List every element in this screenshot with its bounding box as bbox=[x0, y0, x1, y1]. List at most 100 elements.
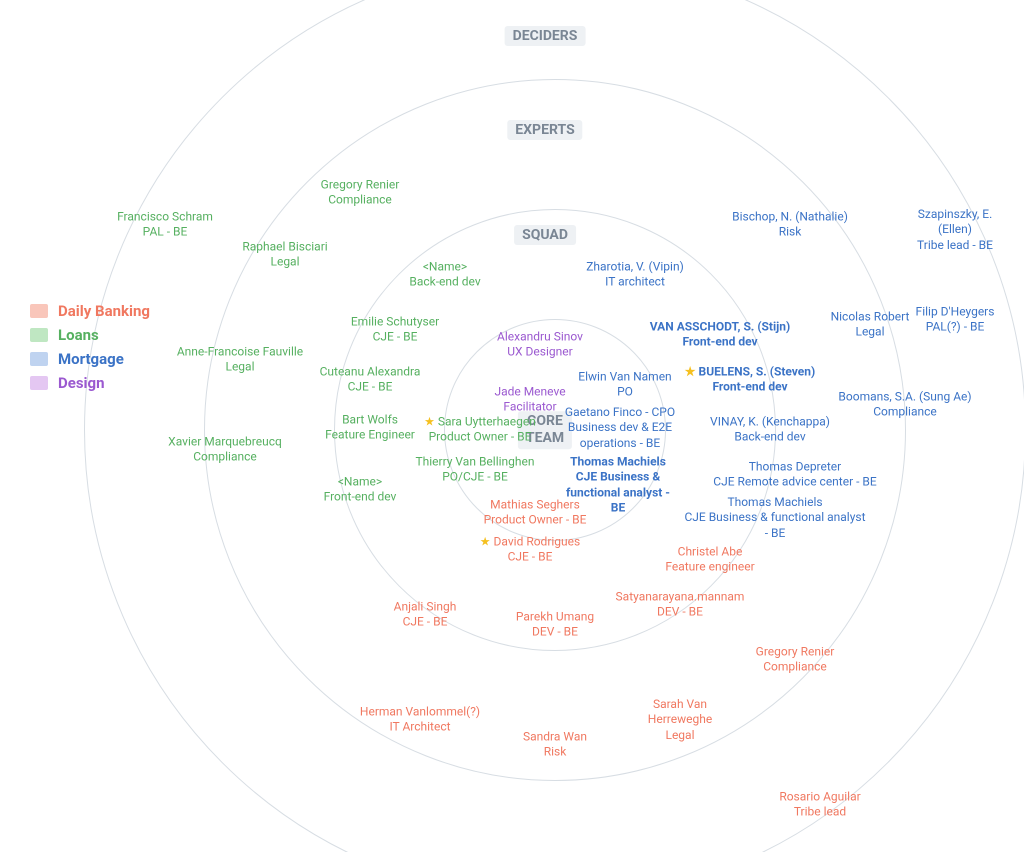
person-role: PAL - BE bbox=[117, 225, 213, 240]
person-role: CJE Business & functional analyst- BE bbox=[684, 510, 865, 541]
person-name: ★Sara Uytterhaegen bbox=[424, 415, 536, 430]
person-role: Legal bbox=[831, 325, 910, 340]
person-name: ★BUELENS, S. (Steven) bbox=[685, 365, 815, 380]
person-node: Gregory RenierCompliance bbox=[321, 178, 400, 209]
person-name: Mathias Seghers bbox=[484, 498, 587, 513]
person-node: Satyanarayana.mannamDEV - BE bbox=[616, 590, 745, 621]
person-name: <Name> bbox=[324, 475, 397, 490]
person-role: Product Owner - BE bbox=[484, 513, 587, 528]
person-name: Thierry Van Bellinghen bbox=[415, 455, 534, 470]
person-role: CJE - BE bbox=[351, 330, 439, 345]
person-node: ★David RodriguesCJE - BE bbox=[480, 535, 580, 566]
person-role: DEV - BE bbox=[616, 605, 745, 620]
person-node: Bart WolfsFeature Engineer bbox=[325, 413, 415, 444]
person-node: <Name>Front-end dev bbox=[324, 475, 397, 506]
person-role: IT Architect bbox=[360, 720, 480, 735]
person-node: Thomas MachielsCJE Business & functional… bbox=[684, 495, 865, 541]
person-name: Zharotia, V. (Vipin) bbox=[586, 260, 684, 275]
legend-item-mortgage: Mortgage bbox=[30, 350, 150, 368]
person-node: Francisco SchramPAL - BE bbox=[117, 210, 213, 241]
person-name: Rosario Aguilar bbox=[779, 790, 860, 805]
legend-swatch-design bbox=[30, 376, 48, 390]
person-name: Anjali Singh bbox=[394, 600, 457, 615]
person-role: Risk bbox=[523, 745, 587, 760]
person-role: Tribe lead - BE bbox=[917, 238, 993, 253]
star-icon: ★ bbox=[480, 535, 491, 549]
person-node: Bischop, N. (Nathalie)Risk bbox=[732, 210, 848, 241]
person-name: Boomans, S.A. (Sung Ae) bbox=[838, 390, 971, 405]
person-name: Satyanarayana.mannam bbox=[616, 590, 745, 605]
person-role: Feature Engineer bbox=[325, 428, 415, 443]
legend-item-daily_banking: Daily Banking bbox=[30, 302, 150, 320]
person-node: Boomans, S.A. (Sung Ae)Compliance bbox=[838, 390, 971, 421]
person-node: Gregory RenierCompliance bbox=[756, 645, 835, 676]
person-role: Feature engineer bbox=[665, 560, 754, 575]
person-name: Filip D'Heygers bbox=[916, 305, 995, 320]
person-node: Xavier MarquebreucqCompliance bbox=[168, 435, 282, 466]
person-name: Jade Meneve bbox=[494, 385, 565, 400]
person-name: Nicolas Robert bbox=[831, 310, 910, 325]
person-role: CJE - BE bbox=[480, 550, 580, 565]
person-node: ★BUELENS, S. (Steven)Front-end dev bbox=[685, 365, 815, 396]
legend-label-design: Design bbox=[58, 374, 105, 392]
person-node: Thierry Van BellinghenPO/CJE - BE bbox=[415, 455, 534, 486]
person-node: Anjali SinghCJE - BE bbox=[394, 600, 457, 631]
person-name: Parekh Umang bbox=[516, 610, 594, 625]
person-node: <Name>Back-end dev bbox=[409, 260, 480, 291]
person-role: DEV - BE bbox=[516, 625, 594, 640]
legend-swatch-mortgage bbox=[30, 352, 48, 366]
legend-label-loans: Loans bbox=[58, 326, 99, 344]
person-name: Bischop, N. (Nathalie) bbox=[732, 210, 848, 225]
person-name: Cuteanu Alexandra bbox=[320, 365, 421, 380]
legend-label-daily_banking: Daily Banking bbox=[58, 302, 150, 320]
person-role: Legal bbox=[648, 728, 712, 743]
person-name: Herman Vanlommel(?) bbox=[360, 705, 480, 720]
person-role: Front-end dev bbox=[685, 380, 815, 395]
person-role: Back-end dev bbox=[409, 275, 480, 290]
person-name: Szapinszky, E.(Ellen) bbox=[917, 207, 993, 238]
person-role: Tribe lead bbox=[779, 805, 860, 820]
person-role: Risk bbox=[732, 225, 848, 240]
person-node: Filip D'HeygersPAL(?) - BE bbox=[916, 305, 995, 336]
person-role: CJE - BE bbox=[320, 380, 421, 395]
star-icon: ★ bbox=[424, 415, 435, 429]
person-role: Business dev & E2Eoperations - BE bbox=[565, 420, 675, 451]
person-role: PO/CJE - BE bbox=[415, 470, 534, 485]
person-role: Front-end dev bbox=[650, 335, 790, 350]
legend-item-loans: Loans bbox=[30, 326, 150, 344]
legend: Daily Banking Loans Mortgage Design bbox=[30, 302, 150, 398]
person-role: Legal bbox=[242, 255, 327, 270]
person-name: Anne-Francoise Fauville bbox=[177, 345, 303, 360]
legend-swatch-daily_banking bbox=[30, 304, 48, 318]
star-icon: ★ bbox=[685, 365, 696, 379]
legend-swatch-loans bbox=[30, 328, 48, 342]
person-role: Product Owner - BE bbox=[424, 430, 536, 445]
ring-label-experts: EXPERTS bbox=[507, 120, 582, 140]
person-node: Zharotia, V. (Vipin)IT architect bbox=[586, 260, 684, 291]
person-role: IT architect bbox=[586, 275, 684, 290]
person-node: Sarah VanHerrewegheLegal bbox=[648, 697, 712, 743]
person-node: Mathias SeghersProduct Owner - BE bbox=[484, 498, 587, 529]
person-name: Gregory Renier bbox=[321, 178, 400, 193]
person-node: Nicolas RobertLegal bbox=[831, 310, 910, 341]
person-node: Szapinszky, E.(Ellen)Tribe lead - BE bbox=[917, 207, 993, 253]
person-node: Elwin Van NamenPO bbox=[578, 370, 671, 401]
person-node: ★Sara UytterhaegenProduct Owner - BE bbox=[424, 415, 536, 446]
person-node: Parekh UmangDEV - BE bbox=[516, 610, 594, 641]
ring-label-squad: SQUAD bbox=[514, 225, 576, 245]
ring-label-deciders: DECIDERS bbox=[505, 26, 586, 46]
legend-item-design: Design bbox=[30, 374, 150, 392]
person-role: PAL(?) - BE bbox=[916, 320, 995, 335]
person-node: Sandra WanRisk bbox=[523, 730, 587, 761]
person-role: Legal bbox=[177, 360, 303, 375]
person-name: VAN ASSCHODT, S. (Stijn) bbox=[650, 320, 790, 335]
person-name: Elwin Van Namen bbox=[578, 370, 671, 385]
legend-label-mortgage: Mortgage bbox=[58, 350, 124, 368]
person-node: Anne-Francoise FauvilleLegal bbox=[177, 345, 303, 376]
person-node: VAN ASSCHODT, S. (Stijn)Front-end dev bbox=[650, 320, 790, 351]
person-role: CJE Remote advice center - BE bbox=[713, 475, 876, 490]
person-name: Sarah VanHerreweghe bbox=[648, 697, 712, 728]
person-name: ★David Rodrigues bbox=[480, 535, 580, 550]
person-name: VINAY, K. (Kenchappa) bbox=[710, 415, 830, 430]
person-role: CJE - BE bbox=[394, 615, 457, 630]
